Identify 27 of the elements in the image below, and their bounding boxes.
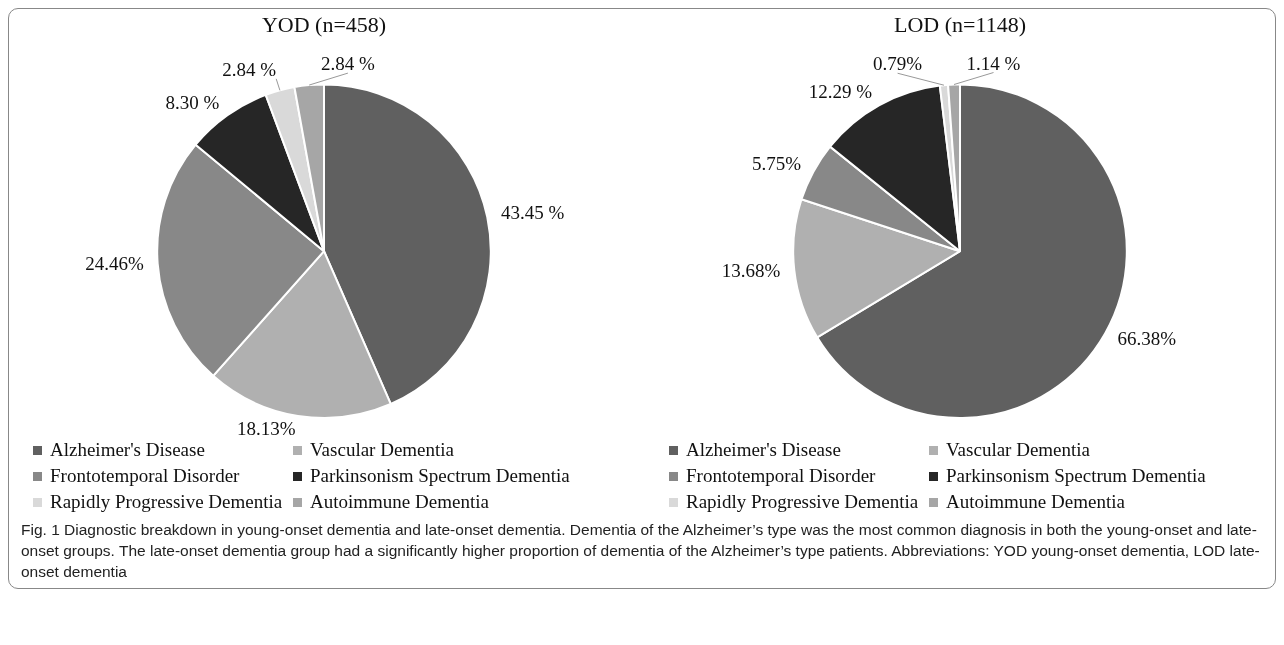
legend-label: Parkinsonism Spectrum Dementia — [310, 465, 570, 487]
legend-label: Parkinsonism Spectrum Dementia — [946, 465, 1206, 487]
data-label: 1.14 % — [966, 52, 1021, 74]
legend-label: Alzheimer's Disease — [50, 439, 205, 461]
chart-title: LOD (n=1148) — [894, 11, 1026, 37]
chart-title: YOD (n=458) — [261, 11, 387, 37]
data-label: 2.84 % — [320, 53, 375, 75]
data-label: 8.30 % — [165, 91, 220, 113]
data-label: 0.79% — [873, 53, 923, 75]
legend-label: Vascular Dementia — [946, 439, 1091, 461]
legend-label: Autoimmune Dementia — [310, 491, 489, 513]
legend-label: Rapidly Progressive Dementia — [686, 491, 919, 513]
caption: Fig. 1 Diagnostic breakdown in young-onset dementia and late-onset dementia. Dementia of the Alzheimer’s type was the most common diagnosis in both the young-onset and late-onset groups. The late-onset dementia group had a significantly higher proportion of dementia of the Alzheimer’s type patients. Abbreviations: YOD young-onset dementia, LOD late-onset dementia — [20, 520, 1261, 582]
legend-label: Frontotemporal Disorder — [686, 465, 876, 487]
legend-label: Frontotemporal Disorder — [50, 465, 240, 487]
data-label: 12.29 % — [808, 81, 873, 103]
data-label: 43.45 % — [500, 202, 565, 224]
legend-label: Autoimmune Dementia — [946, 491, 1125, 513]
data-label: 24.46% — [85, 252, 144, 274]
data-label: 18.13% — [237, 417, 296, 439]
legend-label: Alzheimer's Disease — [686, 439, 841, 461]
data-label: 66.38% — [1117, 328, 1177, 350]
data-label: 2.84 % — [222, 58, 277, 80]
data-label: 5.75% — [752, 152, 802, 174]
legend-label: Vascular Dementia — [310, 439, 455, 461]
legend-label: Rapidly Progressive Dementia — [50, 491, 283, 513]
data-label: 13.68% — [721, 259, 781, 281]
